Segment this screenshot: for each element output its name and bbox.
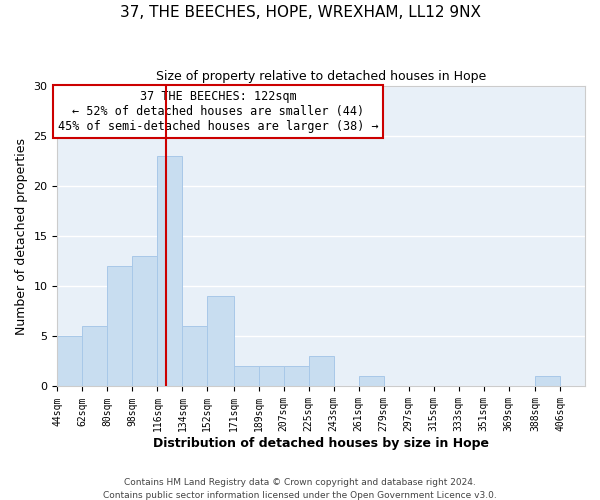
Bar bbox=[309, 356, 334, 386]
Title: Size of property relative to detached houses in Hope: Size of property relative to detached ho… bbox=[156, 70, 487, 83]
Bar bbox=[157, 156, 182, 386]
Text: Contains HM Land Registry data © Crown copyright and database right 2024.
Contai: Contains HM Land Registry data © Crown c… bbox=[103, 478, 497, 500]
Bar bbox=[182, 326, 208, 386]
Bar bbox=[133, 256, 157, 386]
Text: 37, THE BEECHES, HOPE, WREXHAM, LL12 9NX: 37, THE BEECHES, HOPE, WREXHAM, LL12 9NX bbox=[119, 5, 481, 20]
Bar bbox=[208, 296, 234, 386]
Y-axis label: Number of detached properties: Number of detached properties bbox=[15, 138, 28, 334]
Bar bbox=[82, 326, 107, 386]
Bar bbox=[107, 266, 133, 386]
Text: 37 THE BEECHES: 122sqm
← 52% of detached houses are smaller (44)
45% of semi-det: 37 THE BEECHES: 122sqm ← 52% of detached… bbox=[58, 90, 379, 133]
Bar bbox=[359, 376, 383, 386]
X-axis label: Distribution of detached houses by size in Hope: Distribution of detached houses by size … bbox=[153, 437, 489, 450]
Bar bbox=[234, 366, 259, 386]
Bar bbox=[284, 366, 309, 386]
Bar bbox=[535, 376, 560, 386]
Bar bbox=[58, 336, 82, 386]
Bar bbox=[259, 366, 284, 386]
